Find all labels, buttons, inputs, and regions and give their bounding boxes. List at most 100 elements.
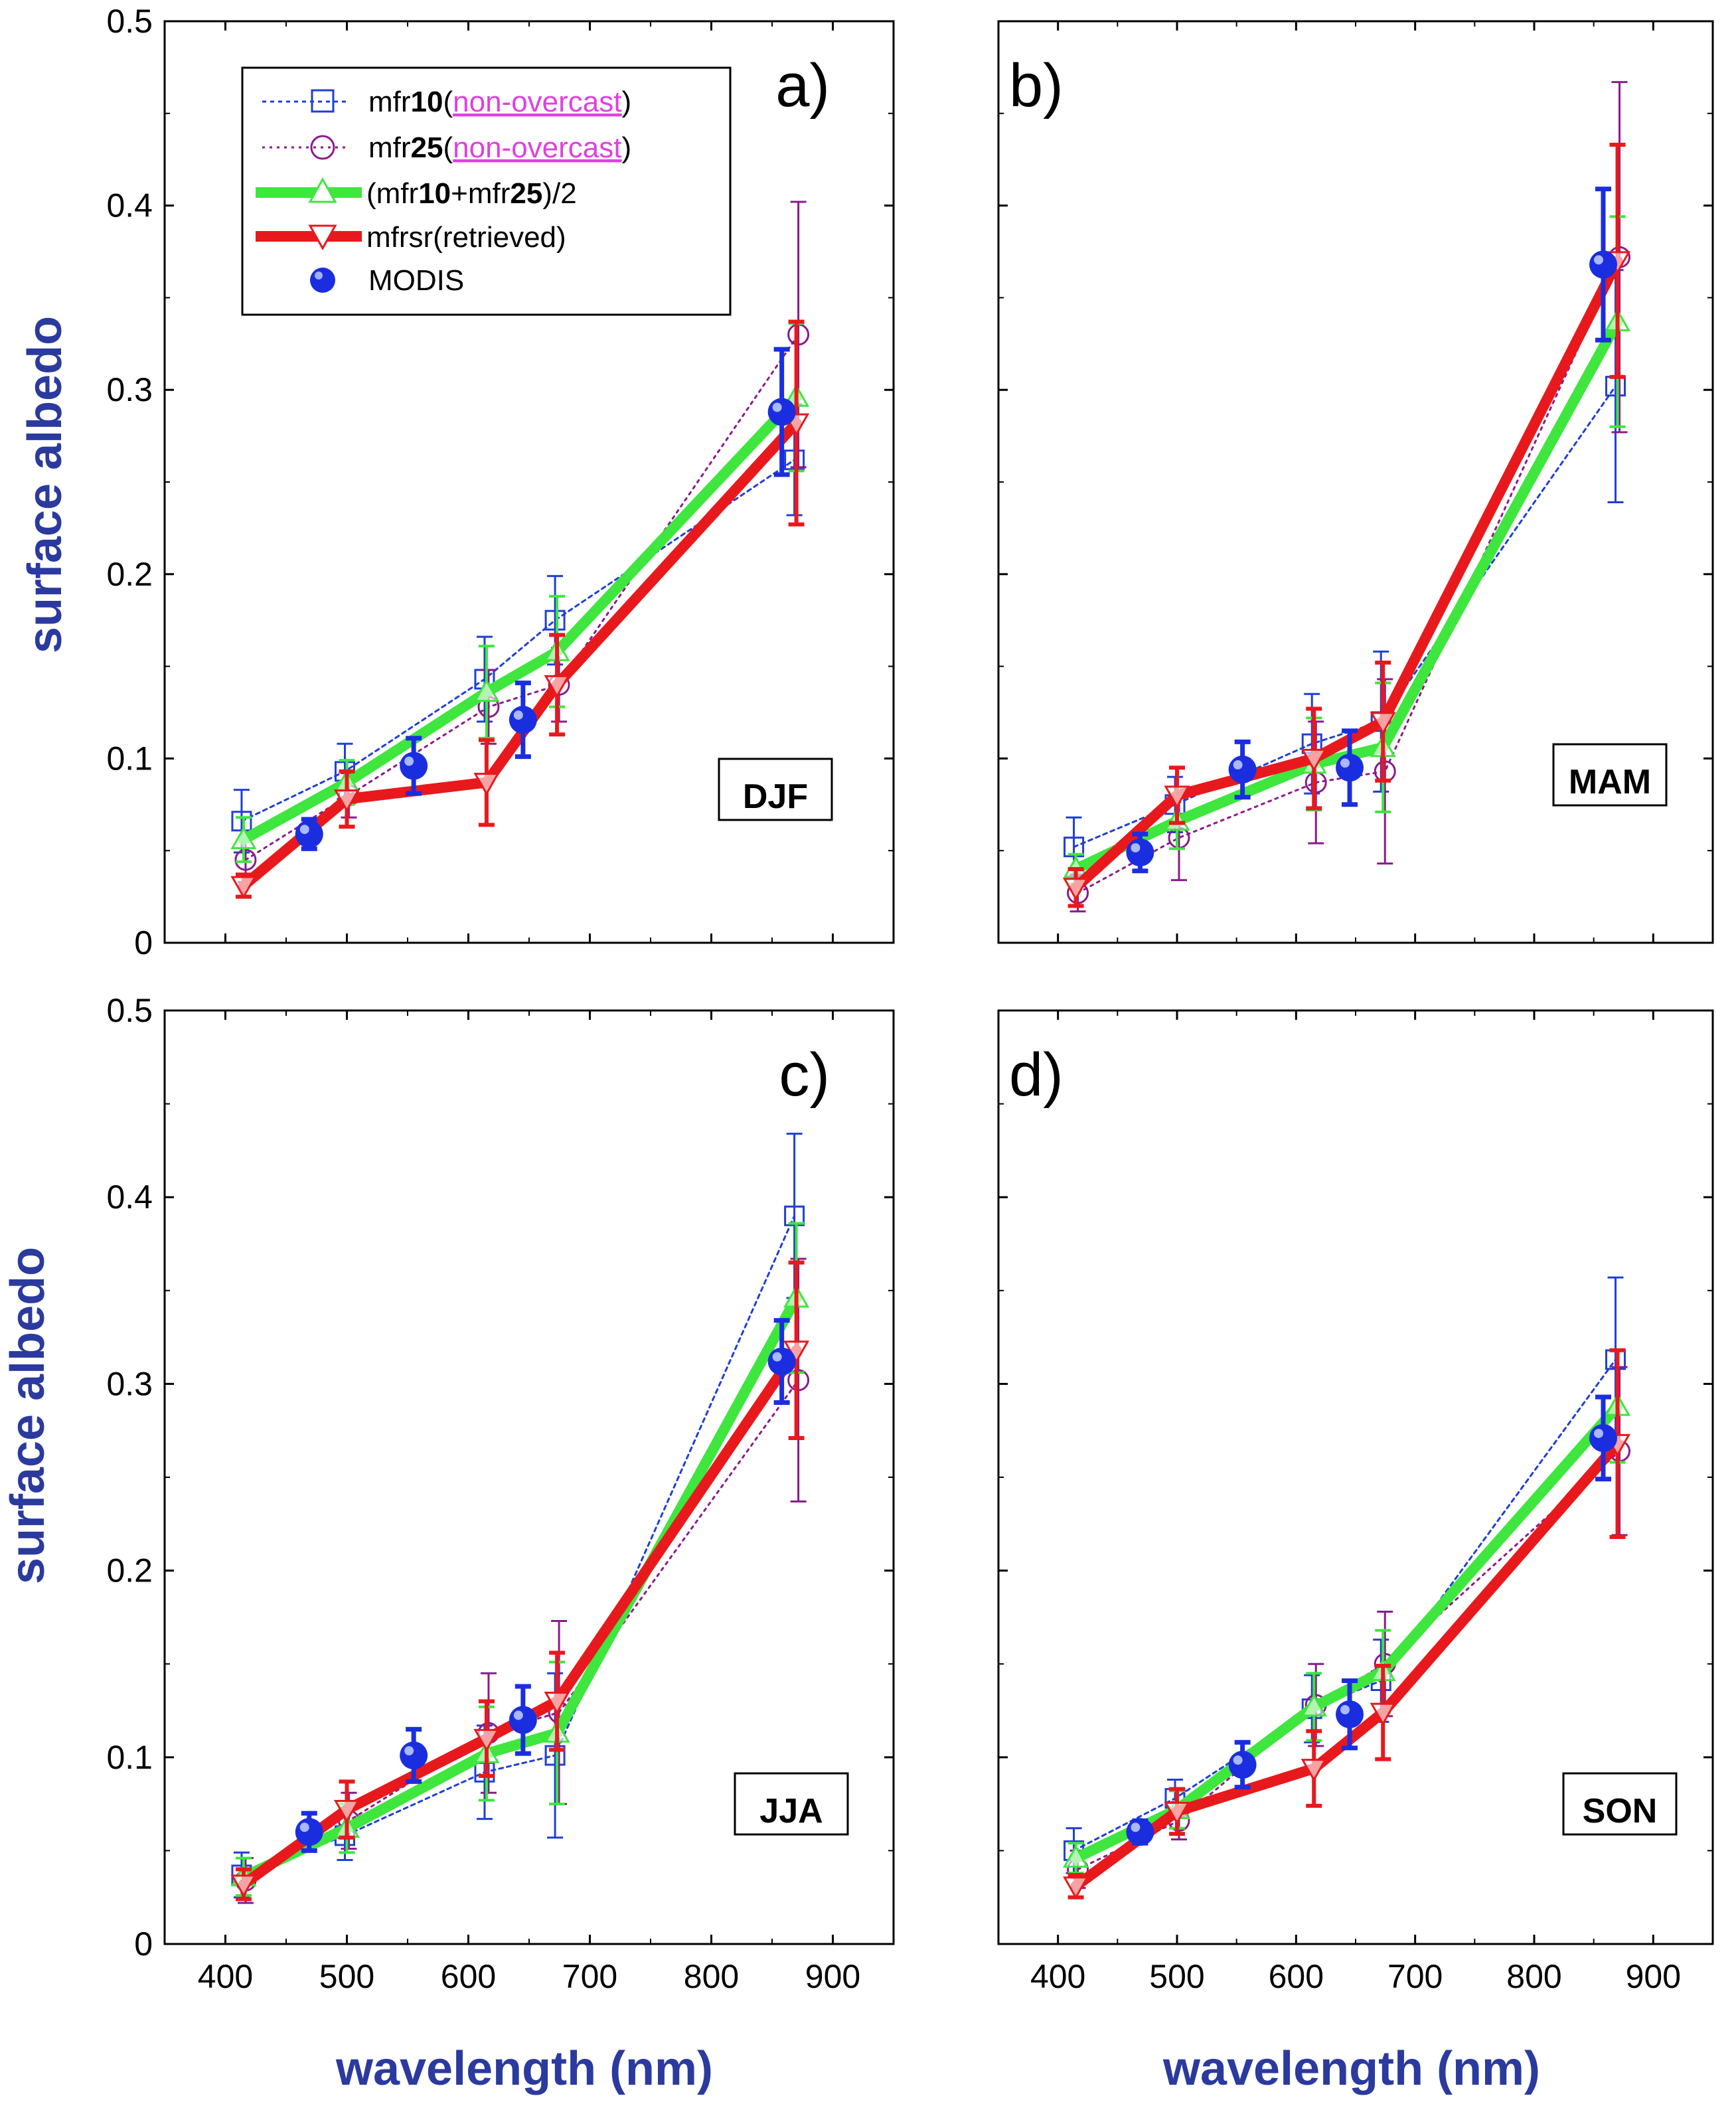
legend-text-avg-b: 10 (418, 177, 451, 210)
panel-b: b) MAM (997, 20, 1714, 944)
y-axis-label-top: surface albedo (19, 316, 72, 653)
panel-c-xtick-label: 800 (684, 1958, 739, 1995)
legend-text-modis: MODIS (368, 264, 464, 297)
panel-d-season-label: SON (1583, 1792, 1658, 1830)
panel-b-modis-point-highlight (1340, 758, 1350, 768)
panel-a-avg-point (230, 826, 257, 850)
panel-a-mfrsr-point (544, 675, 570, 698)
panel-c-avg-line (238, 1293, 802, 1882)
panel-c-season-box (734, 1772, 849, 1836)
legend-text-avg-c: +mfr (451, 177, 510, 210)
panel-c-ytick-label: 0 (134, 1925, 153, 1963)
panel-d: 400 500 600 700 800 900 d) SON (997, 1009, 1714, 1995)
panel-d-xtick-label: 700 (1387, 1958, 1443, 1995)
panel-d-mfrsr-point (1062, 1876, 1089, 1900)
panel-b-label: b) (1009, 52, 1064, 120)
panel-d-avg-point (1062, 1844, 1089, 1868)
panel-a-mfrsr-point (230, 876, 257, 899)
legend-marker-mfrsr (308, 224, 337, 251)
legend-text-mfr25-a: mfr (368, 131, 411, 164)
panel-b-mfrsr-line (1070, 255, 1623, 893)
panel-d-modis-point (1126, 1818, 1154, 1846)
panel-d-xtick-label: 900 (1626, 1958, 1681, 1995)
panel-a-avg-point (473, 679, 500, 702)
panel-b-mfrsr-point (1370, 712, 1396, 735)
panel-c-season-label: JJA (759, 1792, 823, 1830)
panel-a-modis-point (767, 398, 796, 426)
panel-b-season-label: MAM (1569, 763, 1651, 801)
panel-c-modis-point-highlight (404, 1745, 414, 1755)
legend-text-mfr10-a: mfr (368, 86, 411, 118)
legend-text-mfr10-c: ( (443, 86, 453, 118)
legend-text-mfr10-e: ) (622, 86, 632, 118)
panel-d-xtick-label: 600 (1269, 1958, 1324, 1995)
panel-b-avg-line (1070, 316, 1623, 874)
panel-d-modis-point-highlight (1340, 1705, 1350, 1715)
panel-a-modis-point-highlight (404, 756, 414, 766)
panel-a-season-box (718, 758, 833, 821)
panel-a-series-modis (295, 347, 796, 851)
panel-a-modis-point-highlight (513, 710, 523, 720)
panel-a-mfr25-line (244, 333, 800, 861)
legend-marker-mfr25 (310, 135, 335, 160)
panel-c-series-mfr25 (234, 1257, 810, 1904)
panel-d-series-modis (1126, 1394, 1618, 1846)
svg-text:mfr25(non-overcast): mfr25(non-overcast) (368, 131, 631, 164)
panel-d-modis-point-highlight (1233, 1755, 1243, 1765)
panel-d-label: d) (1009, 1041, 1064, 1109)
panel-d-avg-line (1070, 1401, 1623, 1864)
panel-c-ytick-label: 0.2 (106, 1552, 153, 1589)
panel-c-ytick-label: 0.3 (106, 1365, 153, 1402)
panel-a-mfr10-point (544, 609, 566, 631)
svg-text:mfr10(non-overcast): mfr10(non-overcast) (368, 86, 631, 118)
panel-d-series-avg (1062, 1348, 1631, 1875)
panel-c-xtick-label: 700 (562, 1958, 617, 1995)
panel-a-mfrsr-point (473, 772, 500, 796)
legend-marker-mfr10 (311, 89, 335, 113)
panel-a-season-label: DJF (743, 777, 808, 816)
panel-d-modis-point-highlight (1594, 1428, 1604, 1438)
panel-c-mfrsr-point (230, 1874, 257, 1898)
panel-c-modis-point (509, 1706, 537, 1734)
panel-c-mfrsr-line (238, 1344, 802, 1890)
panel-b-series-modis (1126, 187, 1618, 874)
panel-d-mfrsr-point (1301, 1759, 1327, 1782)
panel-c-series-mfr10 (231, 1133, 805, 1899)
legend-text-mfr25-c: ( (443, 131, 453, 164)
panel-c-ytick-label: 0.4 (106, 1178, 153, 1216)
panel-b-modis-point-highlight (1233, 760, 1243, 770)
x-axis-label-left: wavelength (nm) (335, 2042, 713, 2095)
legend-marker-modis (310, 268, 335, 293)
panel-d-modis-point (1589, 1423, 1618, 1452)
legend-text-avg-e: )/2 (542, 177, 576, 210)
legend-text-avg-d: 25 (510, 177, 542, 210)
panel-c-xtick-label: 500 (319, 1958, 374, 1995)
panel-b-season-box (1552, 743, 1668, 807)
panel-b-modis-point-highlight (1131, 843, 1141, 852)
panel-c-modis-point-highlight (299, 1822, 309, 1832)
panel-c-series-avg (230, 1222, 810, 1897)
panel-d-series-mfr10 (1064, 1276, 1626, 1874)
legend-item-avg: (mfr10+mfr25)/2 (256, 177, 577, 210)
legend-item-mfr25: mfr25(non-overcast) (262, 131, 631, 164)
panel-c-mfr10-point (784, 1205, 805, 1226)
panel-b-mfrsr-point (1164, 785, 1190, 809)
legend-text-mfr25-e: ) (622, 131, 632, 164)
y-axis-label-bottom: surface albedo (1, 1247, 54, 1584)
panel-c-modis-point (400, 1741, 428, 1769)
panel-a-avg-line (238, 392, 802, 845)
panel-c-mfrsr-point (544, 1691, 570, 1715)
panel-d-season-box (1562, 1772, 1678, 1836)
x-axis-label-right: wavelength (nm) (1162, 2042, 1540, 2095)
legend-item-mfrsr: mfrsr(retrieved) (256, 221, 566, 254)
panel-a-ytick-label: 0.2 (106, 556, 153, 593)
panel-b-mfrsr-point (1301, 748, 1327, 772)
svg-text:(mfr10+mfr25)/2: (mfr10+mfr25)/2 (366, 177, 577, 210)
panel-b-modis-point (1589, 250, 1618, 279)
panel-d-xtick-label: 500 (1149, 1958, 1204, 1995)
panel-a-ytick-label: 0.3 (106, 371, 153, 408)
panel-a-mfrsr-point (333, 789, 360, 813)
panel-c-series-mfrsr (230, 1260, 810, 1901)
panel-c-xtick-label: 900 (805, 1958, 860, 1995)
panel-c-mfrsr-point (333, 1800, 360, 1823)
